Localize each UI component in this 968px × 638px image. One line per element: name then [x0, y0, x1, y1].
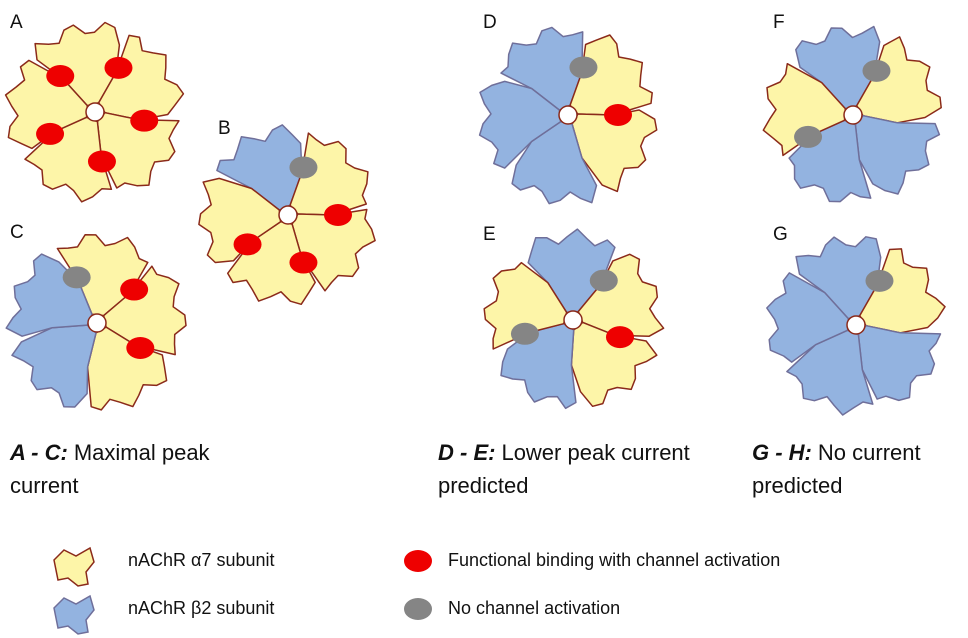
binding-site: [289, 156, 317, 178]
panel-label: F: [773, 12, 785, 34]
legend-label: nAChR α7 subunit: [128, 550, 275, 571]
legend-label: nAChR β2 subunit: [128, 598, 274, 619]
binding-site: [46, 65, 74, 87]
pore: [279, 206, 297, 224]
binding-site: [120, 279, 148, 301]
caption: G - H:No current predicted: [752, 436, 967, 502]
pore: [564, 311, 582, 329]
legend-label: Functional binding with channel activati…: [448, 550, 780, 571]
panel-label: G: [773, 224, 788, 246]
pore: [844, 106, 862, 124]
pore: [559, 106, 577, 124]
pore: [88, 314, 106, 332]
binding-site: [126, 337, 154, 359]
binding-site: [511, 323, 539, 345]
binding-site: [590, 270, 618, 292]
panel-label: B: [218, 118, 231, 140]
artwork: [0, 0, 968, 638]
caption: A - C:Maximal peak current: [10, 436, 225, 502]
caption-heading: D - E:: [438, 440, 495, 465]
binding-site: [289, 252, 317, 274]
subunit: [855, 116, 939, 194]
binding-site: [324, 204, 352, 226]
panel-label: A: [10, 12, 23, 34]
binding-site: [794, 126, 822, 148]
legend-icon: [54, 548, 94, 586]
pore: [86, 103, 104, 121]
subunit: [858, 326, 940, 401]
legend-dot: [404, 598, 432, 620]
binding-site: [88, 151, 116, 173]
binding-site: [63, 266, 91, 288]
binding-site: [606, 326, 634, 348]
binding-site: [104, 57, 132, 79]
binding-site: [569, 56, 597, 78]
caption-heading: A - C:: [10, 440, 68, 465]
binding-site: [130, 110, 158, 132]
legend-icon: [54, 596, 94, 634]
caption-heading: G - H:: [752, 440, 812, 465]
legend-dot: [404, 550, 432, 572]
caption: D - E:Lower peak current predicted: [438, 436, 703, 502]
legend-label: No channel activation: [448, 598, 620, 619]
binding-site: [234, 233, 262, 255]
panel-label: E: [483, 224, 496, 246]
binding-site: [36, 123, 64, 145]
binding-site: [862, 60, 890, 82]
pore: [847, 316, 865, 334]
panel-label: D: [483, 12, 497, 34]
binding-site: [604, 104, 632, 126]
panel-label: C: [10, 222, 24, 244]
diagram: A B C D E F G A - C:Maximal peak current…: [0, 0, 968, 638]
subunit: [12, 325, 96, 407]
binding-site: [865, 270, 893, 292]
